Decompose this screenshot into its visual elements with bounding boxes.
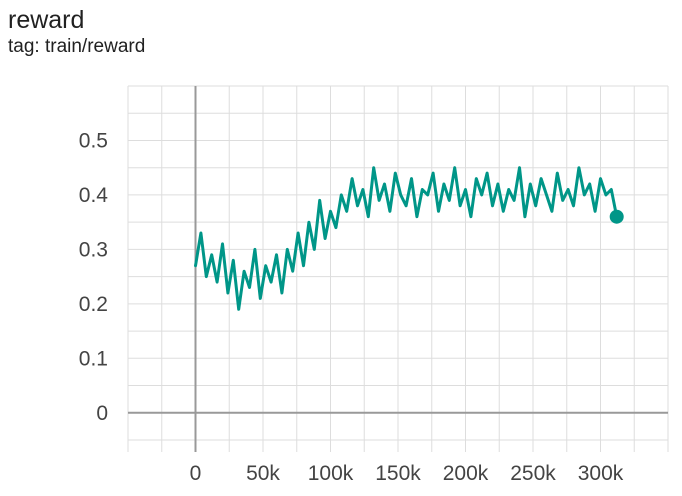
y-tick-label: 0.2 — [79, 293, 108, 316]
y-tick-label: 0.3 — [79, 238, 108, 261]
y-tick-label: 0 — [96, 402, 108, 425]
y-tick-label: 0.4 — [79, 184, 109, 207]
x-tick-label: 200k — [443, 462, 489, 485]
last-point-marker — [609, 209, 624, 224]
x-tick-label: 50k — [246, 462, 280, 485]
x-tick-label: 300k — [578, 462, 624, 485]
tick-labels: 0 0.1 0.2 0.3 0.4 0.5 0 50k 100k 150k 200k 250k 300k — [79, 129, 624, 485]
chart-tag: tag: train/reward — [8, 36, 146, 57]
axis-layer — [128, 86, 668, 452]
card-header: reward tag: train/reward — [8, 4, 145, 58]
x-tick-label: 0 — [190, 462, 202, 485]
grid-layer — [127, 85, 669, 452]
series-line — [194, 166, 619, 311]
x-tick-label: 250k — [510, 462, 556, 485]
x-tick-label: 100k — [308, 462, 354, 485]
x-tick-label: 150k — [375, 462, 421, 485]
y-tick-label: 0.1 — [79, 347, 108, 370]
chart-title: reward — [8, 6, 85, 34]
series-layer — [194, 166, 624, 311]
y-tick-label: 0.5 — [79, 129, 108, 152]
